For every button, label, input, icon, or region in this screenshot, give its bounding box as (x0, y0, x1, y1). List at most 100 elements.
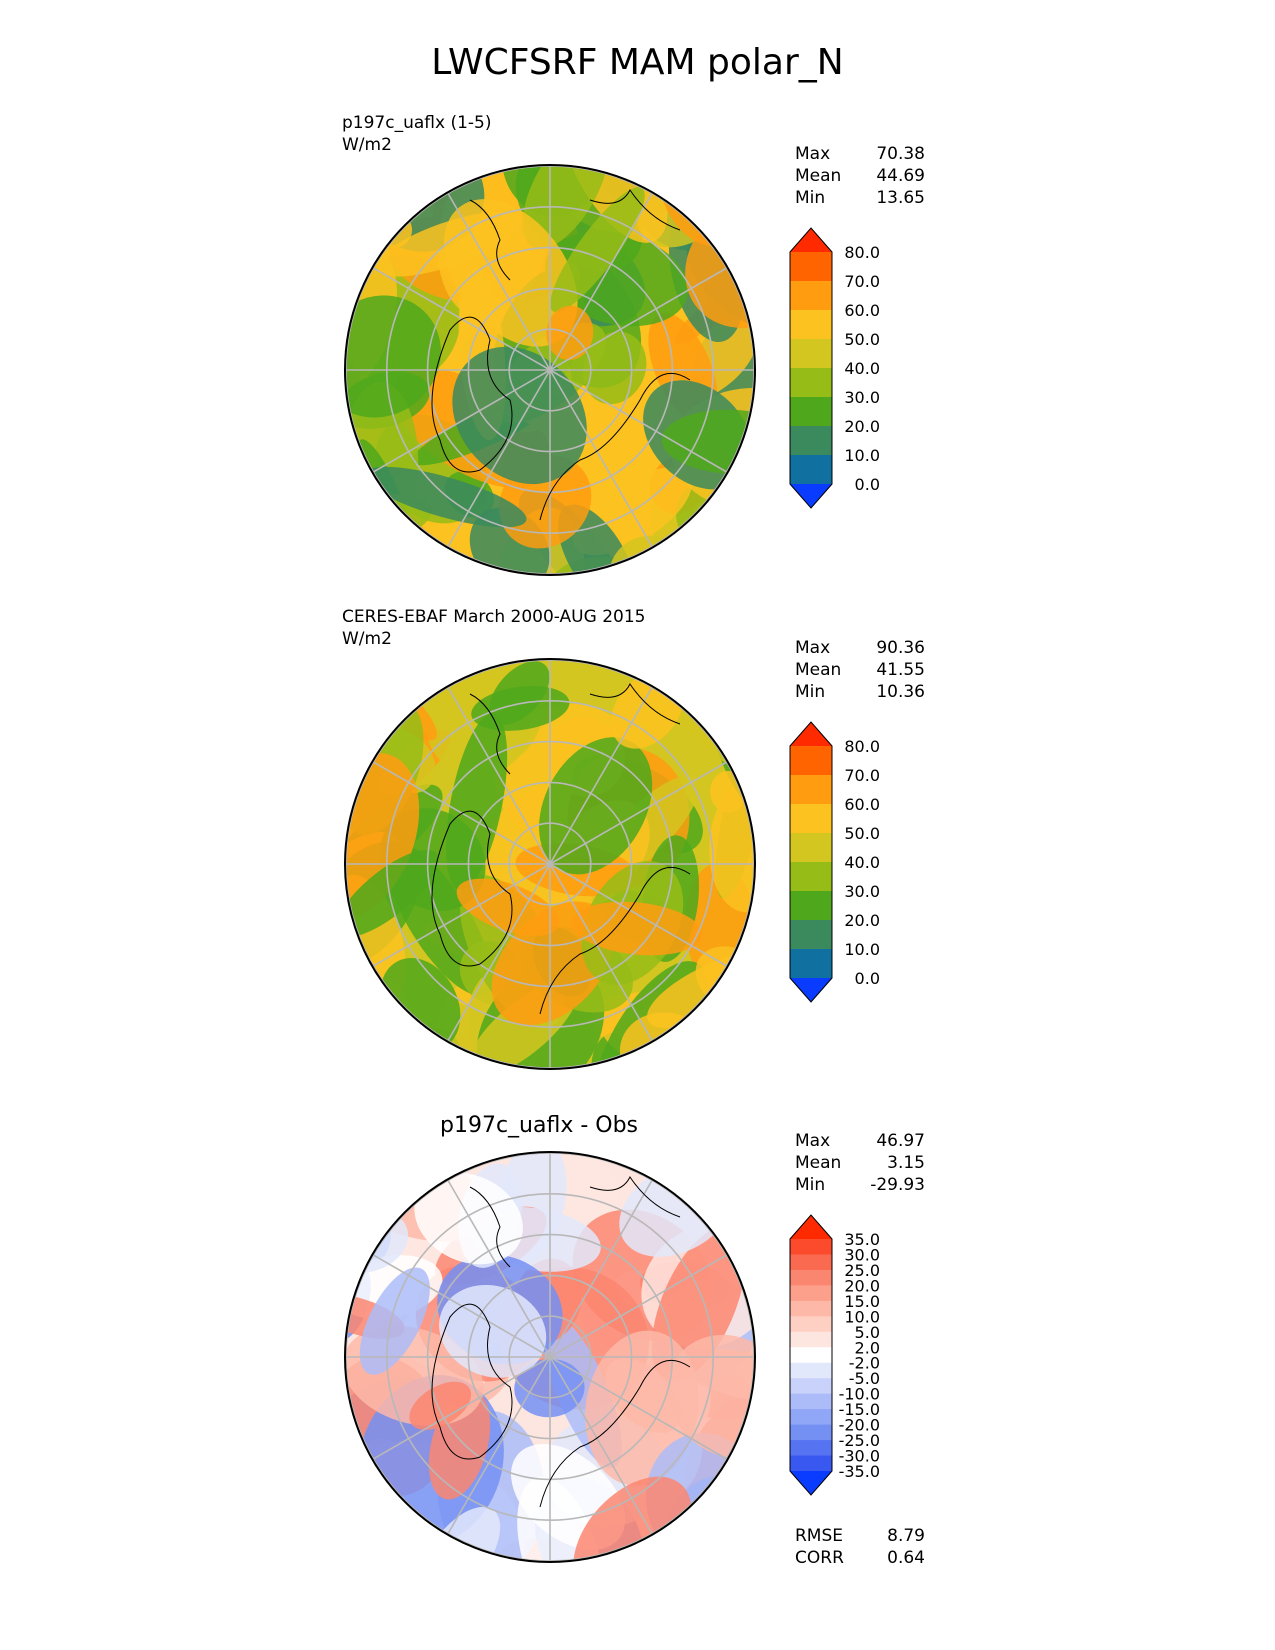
colorbar-3-tick-label: -2.0 (849, 1354, 880, 1373)
stat-value: 3.15 (887, 1153, 925, 1173)
colorbar-3-tick-label: 2.0 (855, 1338, 880, 1357)
metric-label: RMSE (795, 1526, 844, 1546)
map-1-meridian (446, 192, 551, 371)
map-2-meridian (549, 863, 654, 1042)
map-2-field-patch (701, 1032, 733, 1069)
map-1-meridian (549, 266, 728, 371)
colorbar-3-tick-label: 35.0 (844, 1230, 880, 1249)
colorbar-3-tick-label: -10.0 (839, 1385, 880, 1404)
colorbar-3-segment (790, 1393, 832, 1410)
colorbar-2-bottom-extend (790, 978, 832, 1002)
colorbar-3-segment (790, 1424, 832, 1441)
map-3-boundary (344, 1151, 756, 1563)
panel-3-stats: Max 46.97 Mean 3.15 Min -29.93 (795, 1130, 925, 1196)
map-2-meridian (446, 863, 551, 1042)
stat-label: Mean (795, 660, 842, 680)
map-3-coastline (469, 1186, 511, 1268)
map-2-field-patch (571, 901, 703, 956)
panel-2-units: W/m2 (342, 629, 392, 649)
colorbar-3-segment (790, 1331, 832, 1348)
map-1-meridian (549, 369, 728, 474)
colorbar-3-tick-label: -20.0 (839, 1416, 880, 1435)
stat-label: Mean (795, 1153, 842, 1173)
colorbar-1-tick-label: 20.0 (844, 417, 880, 436)
colorbar-3-tick-label: 25.0 (844, 1261, 880, 1280)
map-3-field-patch (345, 1494, 380, 1552)
colorbar-1-tick-label: 10.0 (844, 446, 880, 465)
colorbar-2-segment (790, 746, 832, 776)
colorbar-1-segment (790, 252, 832, 282)
map-2-meridian (549, 760, 728, 865)
colorbar-2-tick-label: 50.0 (844, 824, 880, 843)
map-1-coastline (431, 316, 513, 473)
colorbar-1-segment (790, 455, 832, 485)
panel-3-title: p197c_uaflx - Obs (440, 1113, 639, 1138)
colorbar-3-segment (790, 1347, 832, 1364)
colorbar-3-outline (789, 1214, 833, 1496)
colorbar-3-tick-label: 10.0 (844, 1307, 880, 1326)
panel-1-units: W/m2 (342, 135, 392, 155)
colorbar-1-top-extend (790, 228, 832, 252)
colorbar-3-top-extend (790, 1215, 832, 1239)
colorbar-1-tick-label: 70.0 (844, 272, 880, 291)
colorbar-1-segment (790, 281, 832, 311)
map-3-field-patch (359, 1267, 430, 1375)
stat-value: 41.55 (876, 660, 925, 680)
metric-label: CORR (795, 1548, 844, 1568)
map-3-coastline (539, 1359, 691, 1508)
colorbar-3-segment (790, 1409, 832, 1426)
map-3-field-patch (409, 1381, 472, 1430)
map-3-meridian (446, 1356, 551, 1535)
map-3-coastline (431, 1303, 513, 1460)
map-1-meridian (372, 369, 551, 474)
metric-value: 8.79 (887, 1526, 925, 1546)
map-2-coastline (431, 810, 513, 967)
colorbar-2-segment (790, 920, 832, 950)
colorbar-1-segment (790, 397, 832, 427)
map-2-coastline (469, 693, 511, 775)
colorbar-2-tick-label: 0.0 (855, 969, 880, 988)
panel-1-polar-map (344, 164, 756, 576)
colorbar-1-tick-label: 30.0 (844, 388, 880, 407)
stat-label: Max (795, 144, 831, 164)
colorbar-1-tick-label: 40.0 (844, 359, 880, 378)
colorbar-3-segment (790, 1300, 832, 1317)
map-1-field-patch (363, 466, 527, 528)
map-1-coastline (589, 189, 681, 231)
colorbar-3-tick-label: -35.0 (839, 1462, 880, 1481)
stat-label: Min (795, 682, 826, 702)
colorbar-3-segment (790, 1254, 832, 1271)
colorbar-2-tick-label: 60.0 (844, 795, 880, 814)
map-2-meridian (372, 863, 551, 968)
map-3-field-patch (345, 1530, 373, 1562)
colorbar-1-segment (790, 339, 832, 369)
map-3-meridian (446, 1179, 551, 1358)
metric-value: 0.64 (887, 1548, 925, 1568)
map-1-meridian (549, 369, 654, 548)
map-1-field-patch (345, 165, 374, 211)
panel-3-metrics: RMSE 8.79 CORR 0.64 (795, 1525, 925, 1569)
panel-3-polar-map (344, 1151, 756, 1563)
map-2-meridian (446, 686, 551, 865)
colorbar-3-segment (790, 1239, 832, 1255)
colorbar-2-segment (790, 833, 832, 863)
colorbar-2-tick-label: 10.0 (844, 940, 880, 959)
stat-label: Max (795, 1131, 831, 1151)
map-3-coastline (589, 1176, 681, 1218)
map-3-meridian (372, 1356, 551, 1461)
stat-value: 46.97 (876, 1131, 925, 1151)
colorbar-1-tick-label: 80.0 (844, 243, 880, 262)
panel-1-stats: Max 70.38 Mean 44.69 Min 13.65 (795, 143, 925, 209)
map-3-meridian (549, 1179, 654, 1358)
colorbar-2-segment (790, 891, 832, 921)
colorbar-3-tick-label: -15.0 (839, 1400, 880, 1419)
stat-value: -29.93 (870, 1175, 925, 1195)
map-1-boundary (344, 164, 756, 576)
colorbar-3-tick-label: -25.0 (839, 1431, 880, 1450)
colorbar-3-segment (790, 1285, 832, 1302)
map-2-meridian (549, 863, 728, 968)
map-3-field-patch (414, 1172, 523, 1265)
map-3-field-patch (573, 1476, 692, 1562)
map-1-meridian (549, 192, 654, 371)
panel-2-polar-map (344, 658, 756, 1070)
